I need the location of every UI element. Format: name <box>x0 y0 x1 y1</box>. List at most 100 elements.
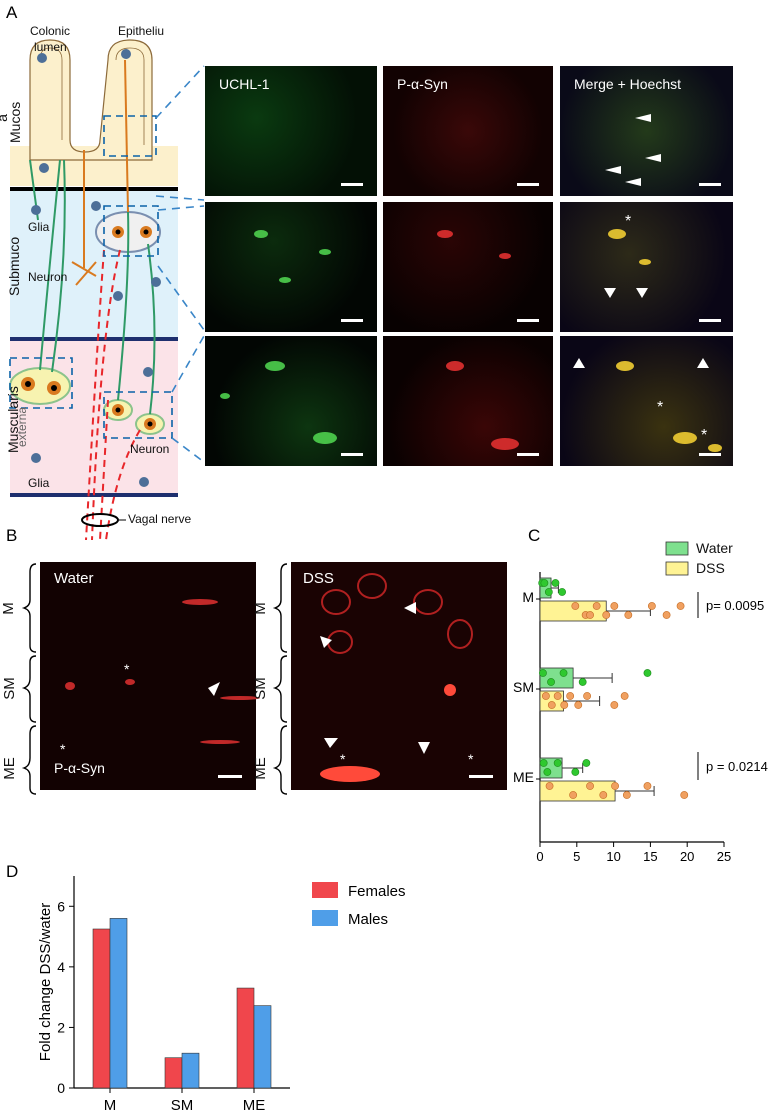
bar <box>164 1057 183 1089</box>
micrograph-submucosa-merge <box>560 202 733 332</box>
data-point <box>547 678 555 686</box>
bar <box>539 577 552 599</box>
column-label-merge: Merge + Hoechst <box>574 76 681 92</box>
label-vagal-nerve: Vagal nerve <box>128 512 192 526</box>
micrograph-muscularis-merge <box>560 336 733 466</box>
layer-label-mucosa-b: a <box>0 114 10 122</box>
svg-text:*: * <box>625 213 631 230</box>
scale-bar <box>699 183 721 186</box>
region-label-sm-water: SM <box>0 677 18 700</box>
data-point <box>578 678 587 686</box>
label-colonic: Colonic <box>30 24 71 38</box>
panel-label-a: A <box>6 3 18 22</box>
x-tick-label: 20 <box>680 849 694 864</box>
y-axis-title: Fold change DSS/water <box>37 903 54 1061</box>
legend-label: Females <box>348 883 406 900</box>
x-tick-label: 0 <box>536 849 543 864</box>
micrograph-submucosa-uchl1 <box>205 202 377 332</box>
layer-label-submucosa: Submuco <box>6 216 22 296</box>
data-point <box>676 602 685 610</box>
data-point <box>543 768 552 776</box>
panel-label-b: B <box>6 526 18 545</box>
category-label: SM <box>171 1097 194 1111</box>
data-point <box>560 701 569 709</box>
micrograph-muscularis-uchl1 <box>205 336 377 466</box>
bar <box>181 1052 200 1089</box>
data-point <box>574 701 583 709</box>
data-point <box>599 791 608 799</box>
x-tick-label: 25 <box>717 849 731 864</box>
micrograph-muscularis-pasyn <box>383 336 553 466</box>
legend-swatch <box>312 910 338 926</box>
data-point <box>544 588 553 596</box>
region-label-m-dss: M <box>251 602 269 615</box>
layer-label-mucosa: Mucos <box>7 73 23 143</box>
data-point <box>540 579 549 587</box>
panel-b-braces <box>21 563 288 795</box>
data-point <box>583 692 592 700</box>
water-label: Water <box>54 570 94 587</box>
dss-label: DSS <box>303 570 334 587</box>
region-label-m-water: M <box>0 602 17 615</box>
scale-bar <box>699 453 721 456</box>
data-point <box>569 791 578 799</box>
p-value-me: p = 0.0214 <box>706 759 768 774</box>
legend-swatch <box>665 561 689 576</box>
category-label: M <box>522 589 534 605</box>
data-point <box>624 611 633 619</box>
bar <box>109 918 128 1089</box>
svg-text:*: * <box>60 741 66 757</box>
micrograph-mucosa-uchl1: UCHL-1 <box>205 66 377 196</box>
panel-b-features: * * * * <box>60 573 474 782</box>
y-tick-label: 6 <box>57 898 65 914</box>
connector-lines <box>155 65 205 463</box>
data-point <box>647 602 656 610</box>
p-value-m: p= 0.0095 <box>706 598 764 613</box>
micrograph-submucosa-pasyn <box>383 202 553 332</box>
scale-bar <box>341 319 363 322</box>
scale-bar <box>341 183 363 186</box>
y-tick-label: 0 <box>57 1080 65 1096</box>
svg-text:*: * <box>468 751 474 767</box>
label-glia-bottom: Glia <box>28 476 50 490</box>
data-point <box>559 669 568 677</box>
data-point <box>545 782 554 790</box>
data-point <box>553 692 562 700</box>
layer-externa: externa <box>15 406 29 447</box>
layer-label-externa: externa <box>15 387 29 447</box>
category-label: ME <box>243 1097 266 1111</box>
data-point <box>622 791 631 799</box>
legend-swatch <box>312 882 338 898</box>
stain-label: P-α-Syn <box>54 760 105 776</box>
region-label-me-water: ME <box>0 757 18 780</box>
data-point <box>586 782 594 790</box>
region-label-sm-dss: SM <box>251 677 269 700</box>
svg-text:*: * <box>124 661 130 677</box>
micrograph-accents: * * * <box>220 114 722 452</box>
bar <box>236 987 255 1089</box>
label-glia-top: Glia <box>28 220 50 234</box>
category-label: M <box>104 1097 117 1111</box>
data-point <box>602 611 611 619</box>
panel-b-water-image: Water P-α-Syn <box>40 562 256 790</box>
panel-label-c: C <box>528 526 541 545</box>
scale-bar <box>517 453 539 456</box>
intensity-bar-chart: WaterDSS0510152025P-α-syn mean intensity… <box>513 540 768 864</box>
scale-bar <box>699 319 721 322</box>
data-point <box>662 611 671 619</box>
colon-schematic <box>9 39 178 541</box>
bar <box>253 1005 272 1089</box>
data-point <box>558 588 566 596</box>
scale-bar <box>517 319 539 322</box>
data-point <box>643 669 652 677</box>
data-point <box>610 701 619 709</box>
scale-bar <box>341 453 363 456</box>
data-point <box>643 782 652 790</box>
data-point <box>680 791 689 799</box>
svg-text:*: * <box>340 751 346 767</box>
legend-swatch <box>665 541 689 556</box>
svg-text:*: * <box>701 427 707 444</box>
y-tick-label: 4 <box>57 959 65 975</box>
region-label-me-dss: ME <box>251 757 269 780</box>
